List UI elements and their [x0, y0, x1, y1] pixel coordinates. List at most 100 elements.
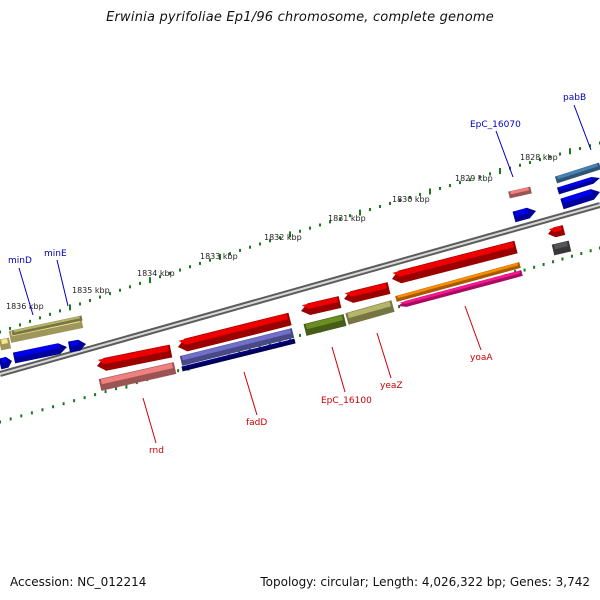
outer-track-minor-tick — [589, 144, 591, 148]
outer-track-major-tick — [289, 231, 291, 238]
leader-line — [142, 397, 157, 444]
outer-track-minor-tick — [449, 184, 451, 188]
gene-grey-right[interactable] — [551, 240, 572, 256]
gene-label-fadD[interactable]: fadD — [246, 418, 267, 428]
outer-track-minor-tick — [559, 152, 561, 156]
outer-track-minor-tick — [369, 208, 371, 212]
inner-track-minor-tick — [523, 268, 526, 272]
outer-track-minor-tick — [209, 258, 211, 262]
gene-pabB[interactable] — [556, 177, 600, 195]
inner-track-minor-tick — [83, 396, 86, 400]
gene-label-yeaZ[interactable]: yeaZ — [380, 381, 403, 391]
inner-track-minor-tick — [533, 265, 536, 269]
kbp-label: 1831 kbp — [328, 214, 366, 223]
leader-line — [573, 104, 592, 151]
inner-track-minor-tick — [398, 305, 401, 309]
outer-track-minor-tick — [529, 160, 531, 164]
leader-line — [495, 130, 514, 178]
gene-edge-left[interactable] — [0, 337, 12, 351]
inner-track-minor-tick — [20, 414, 23, 418]
gene-pabB-upper[interactable] — [554, 162, 600, 184]
outer-track-major-tick — [219, 253, 221, 260]
outer-track-minor-tick — [539, 158, 541, 162]
gene-minD[interactable] — [12, 343, 67, 364]
outer-track-minor-tick — [169, 271, 171, 275]
inner-track-minor-tick — [104, 390, 107, 394]
gene-big-red[interactable] — [392, 240, 518, 284]
gene-label-minE[interactable]: minE — [44, 249, 67, 259]
inner-track-minor-tick — [268, 342, 271, 346]
kbp-label: 1828 kbp — [520, 153, 558, 162]
outer-track-minor-tick — [39, 316, 41, 320]
gene-label-EpC_16100[interactable]: EpC_16100 — [321, 396, 372, 406]
outer-track-minor-tick — [79, 302, 81, 306]
outer-track-minor-tick — [379, 204, 381, 208]
inner-track-minor-tick — [30, 411, 33, 415]
outer-track-minor-tick — [339, 217, 341, 221]
outer-track-minor-tick — [89, 298, 91, 302]
inner-track-minor-tick — [589, 249, 592, 253]
inner-track-minor-tick — [41, 408, 44, 412]
gene-red-mid[interactable] — [344, 282, 391, 303]
gene-orange[interactable] — [395, 262, 521, 302]
inner-track-minor-tick — [62, 402, 65, 406]
outer-track-minor-tick — [109, 292, 111, 296]
outer-track-minor-tick — [19, 323, 21, 327]
gene-label-pabB[interactable]: pabB — [563, 93, 586, 103]
outer-track-minor-tick — [259, 242, 261, 246]
gene-track[interactable] — [0, 162, 600, 391]
gene-small-right[interactable] — [548, 225, 566, 238]
gene-EpC_16070[interactable] — [508, 186, 532, 199]
accession-text: Accession: NC_012214 — [10, 575, 147, 589]
kbp-label: 1832 kbp — [264, 233, 302, 242]
gene-EpC_16100[interactable] — [303, 314, 347, 336]
backbone-highlight — [0, 204, 600, 375]
outer-track-minor-tick — [139, 281, 141, 285]
gene-label-minD[interactable]: minD — [8, 256, 32, 266]
outer-track-minor-tick — [389, 201, 391, 205]
gene-rnd[interactable] — [97, 344, 173, 371]
outer-track-major-tick — [69, 304, 71, 311]
outer-track-minor-tick — [399, 198, 401, 202]
inner-track-minor-tick — [73, 399, 76, 403]
gene-red-small[interactable] — [301, 296, 342, 316]
gene-yoaA[interactable] — [398, 270, 523, 307]
gene-rnd-pink[interactable] — [98, 362, 177, 391]
inner-track-minor-tick — [552, 260, 555, 264]
leader-line — [56, 259, 69, 307]
gene-label-EpC_16070[interactable]: EpC_16070 — [470, 120, 521, 130]
inner-track-major-tick — [125, 382, 128, 389]
outer-track-minor-tick — [479, 175, 481, 179]
outer-track-minor-tick — [99, 295, 101, 299]
gene-edge-left-blue[interactable] — [0, 356, 12, 370]
outer-track-minor-tick — [49, 312, 51, 316]
outer-track-minor-tick — [329, 220, 331, 224]
gene-yeaZ[interactable] — [345, 300, 395, 325]
outer-track-major-tick — [499, 168, 501, 175]
gene-fadD-dark[interactable] — [181, 338, 296, 372]
outer-track-minor-tick — [239, 248, 241, 252]
inner-track-minor-tick — [177, 369, 180, 373]
outer-track-minor-tick — [249, 245, 251, 249]
inner-track-minor-tick — [561, 257, 564, 261]
gene-label-rnd[interactable]: rnd — [149, 446, 164, 456]
leader-line — [376, 332, 392, 379]
gene-pabB-adjacent[interactable] — [560, 189, 600, 210]
outer-track-minor-tick — [159, 275, 161, 279]
outer-track-minor-tick — [519, 163, 521, 167]
outer-track-minor-tick — [469, 178, 471, 182]
outer-track-minor-tick — [419, 192, 421, 196]
gene-label-yoaA[interactable]: yoaA — [470, 353, 493, 363]
outer-track-minor-tick — [199, 261, 201, 265]
gene-minE[interactable] — [68, 339, 86, 353]
gene-red-long[interactable] — [178, 312, 292, 352]
outer-track-minor-tick — [9, 326, 11, 330]
gene-EpC_16070-adjacent[interactable] — [512, 207, 536, 223]
outer-track-minor-tick — [29, 319, 31, 323]
gene-fadD[interactable] — [179, 328, 295, 366]
inner-track-minor-tick — [0, 420, 1, 424]
gene-minD-neighbor-outline[interactable] — [11, 315, 83, 336]
outer-track-minor-tick — [579, 146, 581, 150]
outer-track-minor-tick — [179, 268, 181, 272]
